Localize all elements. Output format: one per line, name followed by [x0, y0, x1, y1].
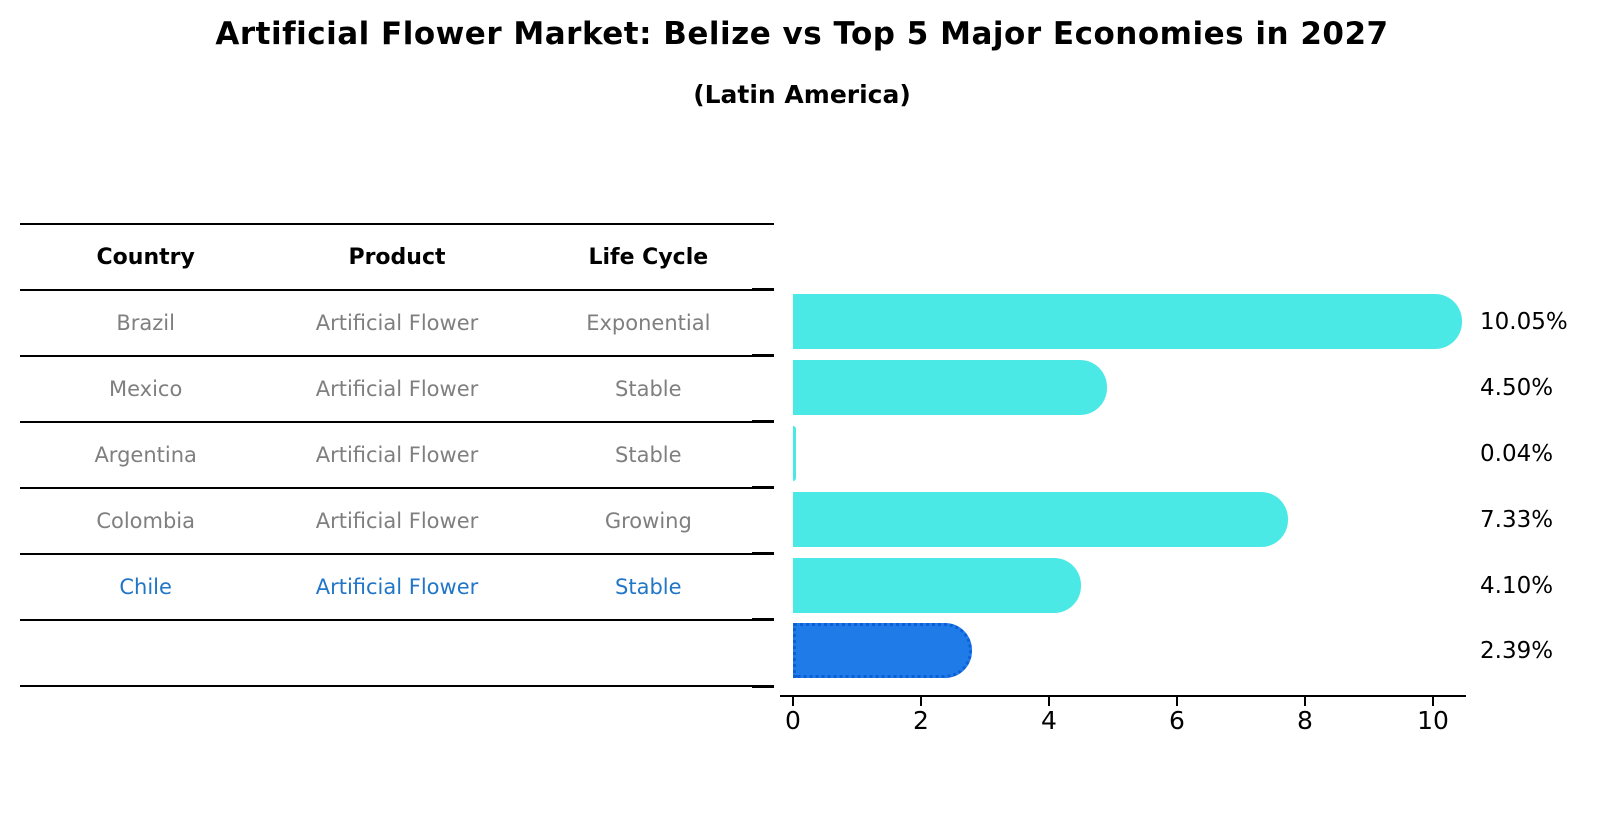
x-tick-mark — [1048, 695, 1050, 706]
x-tick-mark — [1432, 695, 1434, 706]
x-tick-mark — [920, 695, 922, 706]
product-cell: Artificial Flower — [315, 509, 479, 533]
x-tick-mark — [1304, 695, 1306, 706]
bar-mexico — [793, 360, 1107, 415]
table-row: Argentina Artificial Flower Stable — [20, 423, 774, 489]
value-label: 0.04% — [1480, 440, 1554, 467]
y-tick-mark — [752, 618, 774, 620]
table-row — [20, 621, 774, 687]
x-tick-label: 4 — [1041, 706, 1057, 735]
table-row: Brazil Artificial Flower Exponential — [20, 291, 774, 357]
table-row: Mexico Artificial Flower Stable — [20, 357, 774, 423]
bar-chile — [793, 558, 1081, 613]
data-table: Country Product Life Cycle Brazil Artifi… — [20, 223, 774, 687]
value-label: 10.05% — [1480, 308, 1568, 335]
table-row: Chile Artificial Flower Stable — [20, 555, 774, 621]
page-subtitle: (Latin America) — [693, 80, 911, 109]
x-tick-mark — [792, 695, 794, 706]
y-tick-mark — [752, 420, 774, 422]
bar-argentina — [793, 426, 796, 481]
country-cell: Chile — [119, 575, 172, 599]
column-header-life-cycle: Life Cycle — [588, 244, 709, 270]
life-cycle-cell: Growing — [604, 509, 692, 533]
y-tick-mark — [752, 686, 774, 688]
product-cell: Artificial Flower — [315, 311, 479, 335]
column-header-product: Product — [348, 244, 446, 270]
product-cell: Artificial Flower — [315, 575, 479, 599]
table-header-row: Country Product Life Cycle — [20, 225, 774, 291]
bar-brazil — [793, 294, 1462, 349]
x-tick-label: 0 — [785, 706, 801, 735]
value-label: 7.33% — [1480, 506, 1554, 533]
value-label: 2.39% — [1480, 637, 1554, 664]
x-axis-line — [780, 695, 1466, 697]
y-tick-mark — [752, 288, 774, 290]
bar-colombia — [793, 492, 1288, 547]
bar-belize — [793, 623, 972, 678]
y-tick-mark — [752, 552, 774, 554]
table-row: Colombia Artificial Flower Growing — [20, 489, 774, 555]
life-cycle-cell: Stable — [615, 443, 682, 467]
life-cycle-cell: Stable — [615, 377, 682, 401]
y-tick-mark — [752, 354, 774, 356]
country-cell: Brazil — [116, 311, 175, 335]
country-cell: Mexico — [109, 377, 183, 401]
y-tick-mark — [752, 486, 774, 488]
column-header-country: Country — [96, 244, 195, 270]
value-label: 4.10% — [1480, 572, 1554, 599]
x-tick-label: 10 — [1417, 706, 1449, 735]
value-label: 4.50% — [1480, 374, 1554, 401]
life-cycle-cell: Stable — [615, 575, 682, 599]
life-cycle-cell: Exponential — [586, 311, 711, 335]
product-cell: Artificial Flower — [315, 377, 479, 401]
product-cell: Artificial Flower — [315, 443, 479, 467]
country-cell: Argentina — [94, 443, 197, 467]
country-cell: Colombia — [96, 509, 195, 533]
x-tick-label: 2 — [913, 706, 929, 735]
x-tick-label: 6 — [1169, 706, 1185, 735]
page-title: Artificial Flower Market: Belize vs Top … — [215, 16, 1389, 52]
x-tick-mark — [1176, 695, 1178, 706]
x-tick-label: 8 — [1297, 706, 1313, 735]
